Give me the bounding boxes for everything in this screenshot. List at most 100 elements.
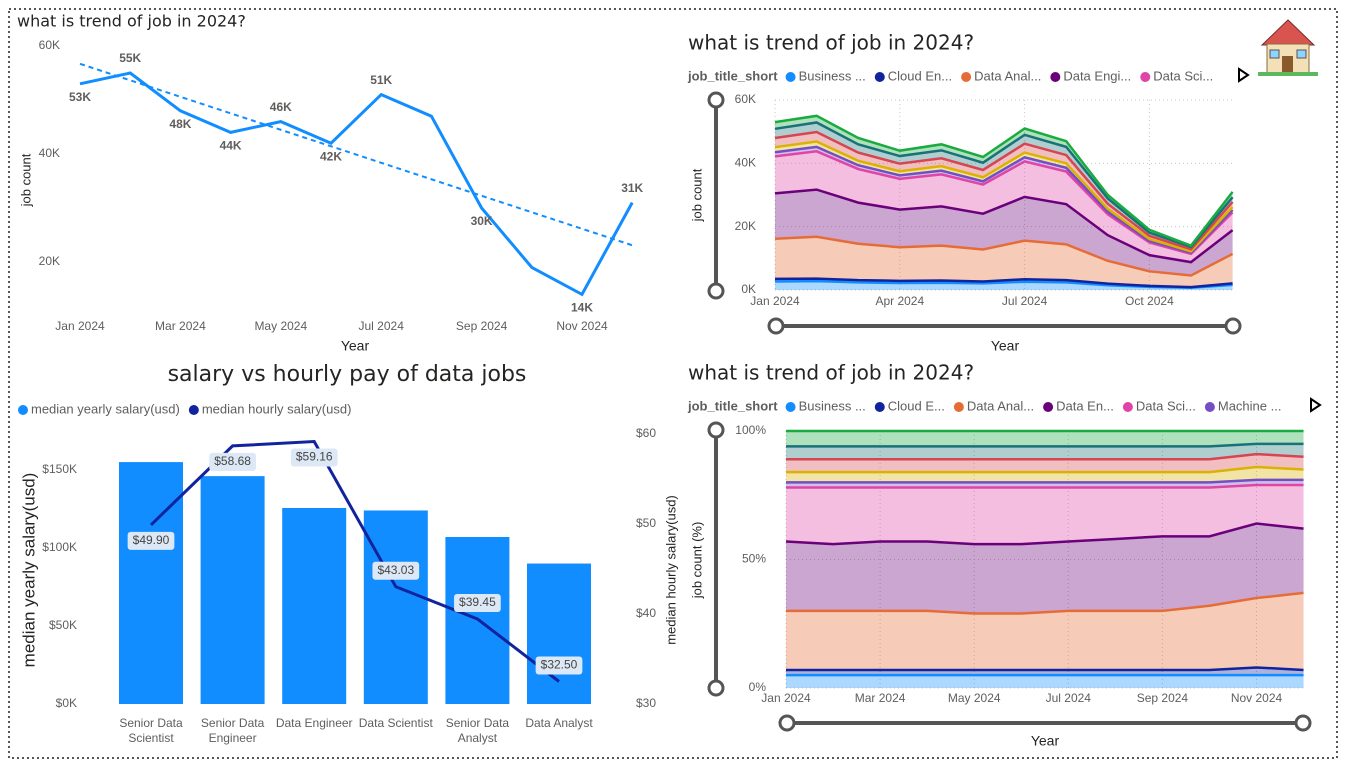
y2-tick-label: $40 xyxy=(636,606,656,620)
legend-marker xyxy=(1043,402,1054,412)
legend-marker xyxy=(1050,72,1061,82)
area-line xyxy=(786,591,1304,615)
area xyxy=(786,454,1304,473)
x-tick-label: Mar 2024 xyxy=(855,691,906,705)
x-tick-label: Jul 2024 xyxy=(1002,294,1048,308)
y-tick-label: $50K xyxy=(49,618,77,632)
y-tick-label: 60K xyxy=(39,38,60,52)
area xyxy=(786,479,1304,488)
data-label: 14K xyxy=(571,301,593,315)
area xyxy=(786,484,1304,545)
legend-marker xyxy=(874,72,885,82)
legend-label: Data Sci... xyxy=(1136,398,1196,413)
x-tick-label: Data Engineer xyxy=(275,716,353,730)
y-tick-label: 40K xyxy=(39,146,60,160)
x-tick-label: Nov 2024 xyxy=(556,319,608,333)
area xyxy=(775,151,1233,263)
area-line xyxy=(786,452,1304,461)
legend-label: Business ... xyxy=(799,68,866,83)
data-label: 51K xyxy=(370,73,392,87)
area-line xyxy=(786,478,1304,484)
bar xyxy=(119,462,183,704)
area-line xyxy=(774,121,1234,249)
x-tick-label: Jul 2024 xyxy=(1046,691,1092,705)
y-tick-label: $150K xyxy=(42,462,77,476)
legend-marker xyxy=(785,402,796,412)
x-tick-label-box: Data Scientist xyxy=(358,716,433,730)
x-tick-label: May 2024 xyxy=(254,319,307,333)
legend-label: Data Sci... xyxy=(1153,68,1213,83)
bar xyxy=(282,507,347,704)
chart-title: what is trend of job in 2024? xyxy=(688,31,974,55)
area-line xyxy=(786,666,1304,672)
area xyxy=(786,523,1304,614)
legend-label: Data Engi... xyxy=(1063,68,1131,83)
data-label: $43.03 xyxy=(377,563,414,577)
area xyxy=(786,431,1304,447)
x-tick-label: Senior Data Analyst xyxy=(445,716,510,745)
data-label-box xyxy=(290,448,338,467)
data-label-box xyxy=(372,561,420,580)
legend-label: Cloud E... xyxy=(888,398,945,413)
area xyxy=(775,236,1233,288)
area xyxy=(786,592,1304,671)
y-axis-title: job count xyxy=(689,168,704,222)
page-arrow[interactable] xyxy=(1238,67,1250,83)
page-arrow[interactable] xyxy=(1310,397,1322,413)
legend-marker xyxy=(1204,402,1215,412)
legend-marker xyxy=(1140,72,1151,82)
legend-marker xyxy=(874,402,885,412)
legend-marker xyxy=(953,402,964,412)
x-axis-title: Year xyxy=(341,338,370,354)
area-line xyxy=(786,442,1304,448)
area-line xyxy=(774,235,1234,277)
y-tick-label: 100% xyxy=(735,423,766,437)
legend-label: median yearly salary(usd) xyxy=(31,401,180,416)
legend-title: job_title_short xyxy=(687,398,778,413)
data-label: $32.50 xyxy=(541,658,578,672)
bar xyxy=(527,563,591,704)
x-tick-label: Data Scientist xyxy=(358,716,433,730)
y2-tick-label: $60 xyxy=(636,426,656,440)
y-tick-label: 40K xyxy=(735,156,756,170)
x-tick-label: May 2024 xyxy=(948,691,1001,705)
data-label: 30K xyxy=(471,214,493,228)
y2-tick-label: $30 xyxy=(636,696,656,710)
area-line xyxy=(774,277,1233,289)
house-icon xyxy=(1258,19,1318,76)
x-tick-label: Oct 2024 xyxy=(1125,294,1174,308)
y-axis-title: job count (%) xyxy=(689,522,704,600)
y2-tick-label: $50 xyxy=(636,516,656,530)
data-label: 55K xyxy=(119,51,141,65)
data-label: $59.16 xyxy=(296,450,333,464)
area-line xyxy=(786,465,1304,474)
data-label-box xyxy=(127,531,175,550)
legend-marker xyxy=(1122,402,1133,412)
area-line xyxy=(774,188,1234,264)
chart-title: what is trend of job in 2024? xyxy=(17,12,246,31)
legend-marker xyxy=(961,72,972,82)
legend-title: job_title_short xyxy=(687,68,778,83)
x-axis-title: Year xyxy=(1031,733,1060,749)
y-tick-label: 20K xyxy=(39,254,60,268)
x-tick-label-box: Senior Data Scientist xyxy=(119,716,182,745)
y-tick-label: 0% xyxy=(749,680,767,694)
bar xyxy=(363,510,428,704)
y-tick-label: $100K xyxy=(42,540,77,554)
data-label: $49.90 xyxy=(133,533,170,547)
y-axis-title: job count xyxy=(18,153,33,207)
slider[interactable] xyxy=(707,91,1312,732)
legend-label: Machine ... xyxy=(1218,398,1282,413)
legend-marker xyxy=(188,405,199,415)
border xyxy=(8,8,1338,759)
x-tick-label-box: Senior Data Analyst xyxy=(445,716,510,745)
legend-marker xyxy=(785,72,796,82)
x-tick-label: Apr 2024 xyxy=(875,294,924,308)
area-line xyxy=(774,114,1234,248)
area xyxy=(775,189,1233,276)
data-label: 46K xyxy=(270,100,292,114)
area xyxy=(786,466,1304,483)
area-line xyxy=(774,145,1234,255)
